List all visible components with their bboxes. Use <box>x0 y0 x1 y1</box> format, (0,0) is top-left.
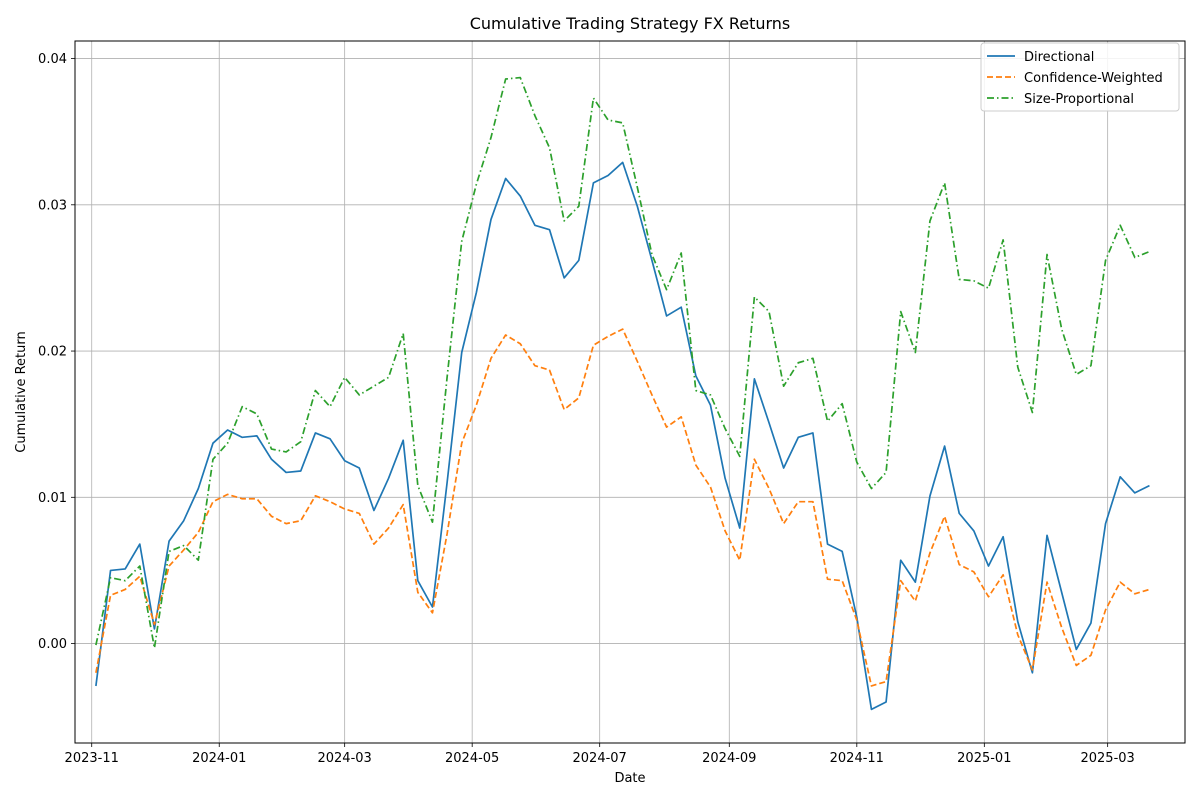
legend-label-size-proportional: Size-Proportional <box>1024 92 1134 107</box>
series-line-confidence-weighted <box>95 328 1150 687</box>
x-tick-label: 2024-09 <box>702 751 756 766</box>
x-tick-label: 2024-01 <box>192 751 246 766</box>
y-tick-label: 0.04 <box>38 52 67 67</box>
legend-label-directional: Directional <box>1024 50 1094 65</box>
y-tick-label: 0.03 <box>38 198 67 213</box>
y-tick-label: 0.02 <box>38 345 67 360</box>
legend-box <box>980 42 1180 112</box>
series-line-directional <box>95 161 1150 711</box>
x-tick-label: 2024-03 <box>317 751 371 766</box>
series-layer <box>95 76 1150 711</box>
y-axis-title: Cumulative Return <box>14 331 29 452</box>
x-axis: 2023-11 2024-01 2024-03 2024-05 2024-07 2024-… <box>65 743 1135 766</box>
plot-frame <box>74 40 1186 744</box>
chart-title: Cumulative Trading Strategy FX Returns <box>470 14 791 33</box>
x-tick-label: 2023-11 <box>65 751 119 766</box>
x-tick-label: 2024-07 <box>573 751 627 766</box>
y-tick-label: 0.01 <box>38 491 67 506</box>
x-tick-label: 2025-01 <box>957 751 1011 766</box>
x-axis-title: Date <box>614 771 645 786</box>
x-tick-label: 2025-03 <box>1080 751 1134 766</box>
y-tick-label: 0.00 <box>38 637 67 652</box>
series-line-size-proportional <box>95 76 1150 649</box>
legend: Directional Confidence-Weighted Size-Pro… <box>980 42 1180 112</box>
y-axis: 0.00 0.01 0.02 0.03 0.04 <box>38 52 75 652</box>
legend-label-confidence-weighted: Confidence-Weighted <box>1024 71 1163 86</box>
x-tick-label: 2024-05 <box>445 751 499 766</box>
x-tick-label: 2024-11 <box>830 751 884 766</box>
